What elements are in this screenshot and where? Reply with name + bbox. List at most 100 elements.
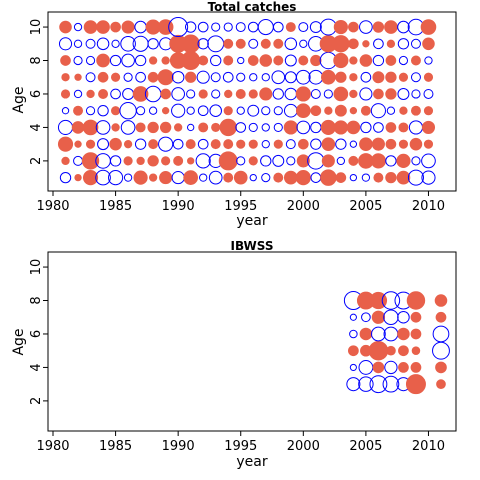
bubble-positive	[406, 291, 426, 310]
bubble-positive	[224, 89, 233, 99]
bubble-positive	[421, 120, 436, 134]
y-tick-label: 10	[29, 19, 44, 36]
bubble-negative	[210, 54, 222, 67]
bubble-positive	[349, 89, 358, 99]
bubble-negative	[359, 20, 373, 34]
bubble-negative	[222, 71, 234, 83]
bubble-negative	[432, 341, 450, 360]
bubble-positive	[247, 55, 259, 66]
bubble-negative	[210, 72, 221, 83]
bubble-negative	[58, 37, 73, 51]
bubble-positive	[335, 71, 347, 83]
bubble-positive	[181, 51, 201, 70]
bubble-positive	[435, 311, 447, 323]
bubble-negative	[147, 38, 159, 50]
bubble-negative	[171, 70, 185, 84]
bubble-positive	[260, 38, 271, 49]
bubble-positive	[285, 22, 296, 33]
bubble-positive	[335, 172, 347, 183]
bubble-positive	[161, 107, 170, 115]
bubble-negative	[237, 56, 245, 65]
bubble-negative	[197, 21, 209, 33]
bubble-negative	[299, 39, 308, 48]
bubble-positive	[372, 71, 385, 84]
bubble-negative	[96, 37, 110, 51]
bubble-positive	[349, 73, 358, 82]
bubble-negative	[186, 106, 195, 115]
y-tick-label: 8	[29, 56, 44, 64]
bubble-negative	[109, 54, 122, 67]
bubble-positive	[233, 170, 248, 185]
bubble-negative	[97, 105, 109, 117]
y-tick-label: 6	[29, 330, 44, 338]
bubble-negative	[57, 119, 74, 136]
bubble-positive	[185, 139, 196, 150]
bubble-negative	[85, 72, 96, 83]
bubble-negative	[384, 360, 398, 375]
bubble-positive	[372, 21, 385, 33]
bubble-positive	[57, 136, 74, 152]
bubble-negative	[358, 376, 374, 392]
bubble-positive	[334, 104, 347, 117]
bubble-negative	[211, 89, 221, 99]
bubble-positive	[359, 137, 373, 151]
bubble-positive	[183, 170, 199, 185]
bubble-negative	[108, 170, 124, 186]
bubble-positive	[159, 171, 173, 185]
bubble-negative	[95, 120, 111, 135]
bubble-negative	[272, 21, 284, 33]
bubble-positive	[320, 169, 337, 186]
bubble-positive	[160, 88, 171, 100]
bubble-positive	[74, 173, 82, 182]
bubble-negative	[360, 71, 372, 83]
bubble-negative	[121, 53, 135, 68]
bubble-positive	[86, 89, 95, 99]
bubble-positive	[157, 69, 174, 86]
x-tick-label: 1980	[36, 439, 69, 454]
bubble-positive	[436, 379, 446, 390]
bubble-positive	[74, 73, 82, 81]
x-axis-label: year	[236, 454, 267, 470]
bubble-negative	[397, 20, 410, 34]
bubble-positive	[283, 120, 298, 135]
bubble-negative	[172, 138, 184, 150]
bubble-negative	[248, 122, 258, 133]
bubble-negative	[73, 39, 83, 48]
bubble-negative	[273, 106, 283, 116]
bubble-positive	[398, 122, 409, 133]
bubble-positive	[96, 53, 110, 68]
bubble-positive	[219, 118, 237, 137]
bubble-positive	[385, 138, 397, 150]
bubble-positive	[298, 55, 309, 66]
bubble-positive	[74, 140, 82, 148]
bubble-negative	[261, 106, 271, 116]
bubble-negative	[372, 54, 385, 67]
bubble-negative	[236, 156, 246, 166]
chart-title: Total catches	[208, 0, 297, 14]
bubble-positive	[348, 155, 359, 166]
bubble-negative	[283, 103, 298, 118]
bubble-negative	[370, 103, 386, 119]
bubble-positive	[198, 122, 209, 133]
bubble-positive	[159, 121, 172, 134]
bubble-positive	[362, 40, 370, 48]
bubble-negative	[410, 72, 421, 83]
bubble-positive	[398, 139, 409, 149]
x-tick-label: 1985	[99, 439, 132, 454]
bubble-positive	[273, 172, 284, 183]
bubble-negative	[257, 19, 274, 36]
bubble-positive	[385, 55, 397, 66]
bubble-negative	[323, 89, 333, 99]
bubble-negative	[209, 104, 222, 117]
bubble-positive	[423, 72, 434, 82]
bubble-negative	[123, 173, 133, 182]
bubble-positive	[398, 362, 409, 373]
bubble-negative	[73, 155, 84, 166]
bubble-positive	[321, 137, 336, 151]
bubble-positive	[185, 71, 197, 83]
bubble-positive	[59, 20, 72, 34]
total-catches-panel: Total catches year Age 1980 1985 1990 1995 2…	[11, 0, 457, 229]
bubble-negative	[349, 173, 358, 182]
bubble-negative	[260, 155, 272, 167]
